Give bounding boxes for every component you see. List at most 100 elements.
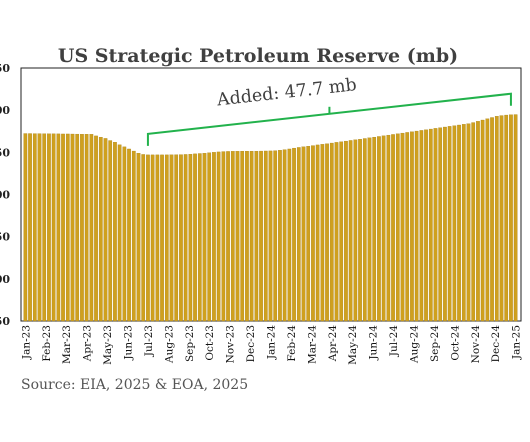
bar <box>146 154 150 322</box>
bar <box>438 127 443 322</box>
x-tick-label: Feb-23 <box>41 325 53 362</box>
bar <box>28 133 32 322</box>
y-tick-label: 50 <box>0 231 10 244</box>
bar <box>296 147 301 322</box>
bar <box>113 142 117 322</box>
bar <box>240 150 245 322</box>
bar <box>202 153 207 322</box>
bar <box>301 146 306 322</box>
bar <box>23 133 28 322</box>
source-note: Source: EIA, 2025 & EOA, 2025 <box>21 377 248 393</box>
x-axis: Jan-23 Feb-23 Mar-23 Apr-23 May-23 Jun-23 Jul-… <box>20 325 522 365</box>
bar <box>230 151 235 322</box>
bar <box>122 146 127 322</box>
bar <box>226 151 230 322</box>
bar <box>150 154 155 322</box>
bar <box>207 152 212 322</box>
bar <box>433 128 438 322</box>
bar <box>179 154 183 322</box>
bar <box>452 125 457 322</box>
x-tick-label: Nov-23 <box>225 325 237 363</box>
bar <box>325 143 329 322</box>
bar <box>410 131 414 322</box>
bar <box>160 154 164 322</box>
bar <box>278 150 282 322</box>
bar <box>155 154 160 322</box>
y-tick-label: 50 <box>0 62 10 75</box>
bar <box>174 154 179 322</box>
bar <box>311 145 315 322</box>
bar <box>98 136 103 322</box>
bar <box>136 153 141 322</box>
bar <box>461 124 466 322</box>
bar <box>372 136 377 322</box>
x-tick-label: Jul-23 <box>143 325 155 357</box>
x-tick-label: Nov-24 <box>470 325 482 364</box>
chart-title: US Strategic Petroleum Reserve (mb) <box>58 45 458 67</box>
bar <box>254 150 259 322</box>
bar <box>51 133 56 322</box>
bar <box>263 150 268 322</box>
bar <box>386 134 391 322</box>
bar <box>164 154 169 322</box>
bar <box>47 133 51 322</box>
bar <box>80 134 84 322</box>
bar <box>480 119 485 322</box>
bar <box>197 153 202 322</box>
bar <box>221 151 226 322</box>
bar <box>344 140 348 322</box>
x-tick-label: Aug-23 <box>163 325 175 364</box>
bar <box>320 144 325 322</box>
bar <box>391 134 395 322</box>
bar <box>212 152 216 322</box>
bar <box>499 115 504 322</box>
bar <box>358 139 362 322</box>
bar <box>509 114 513 322</box>
bar <box>273 150 278 322</box>
x-tick-label: May-23 <box>102 325 114 365</box>
bar <box>329 142 334 322</box>
bar-series <box>23 114 518 322</box>
bar <box>471 122 476 322</box>
bar <box>292 147 296 322</box>
bar <box>282 149 287 322</box>
bar <box>490 117 494 322</box>
bar <box>362 138 367 322</box>
bar <box>103 138 108 322</box>
bar <box>70 133 75 322</box>
bar <box>348 140 353 322</box>
bar <box>353 139 358 322</box>
bar <box>193 153 197 322</box>
bar <box>476 121 480 322</box>
bar <box>377 136 381 322</box>
bar <box>400 132 405 322</box>
bar <box>405 132 410 322</box>
bar <box>89 134 94 322</box>
bar <box>443 126 447 322</box>
bar <box>169 154 174 322</box>
bar <box>75 133 80 322</box>
x-tick-label: Sep-23 <box>184 325 196 362</box>
bar <box>216 151 221 322</box>
bar <box>381 135 386 322</box>
y-tick-label: 00 <box>0 104 10 117</box>
y-tick-label: 50 <box>0 146 10 159</box>
x-tick-label: Sep-24 <box>429 325 441 362</box>
x-tick-label: Jan-24 <box>266 325 278 360</box>
x-tick-label: May-24 <box>347 325 359 365</box>
x-tick-label: Mar-23 <box>61 325 73 364</box>
bar <box>32 133 37 322</box>
x-tick-label: Jun-23 <box>123 325 135 361</box>
bar <box>127 148 131 322</box>
bar <box>245 150 249 322</box>
bar <box>65 133 70 322</box>
x-tick-label: Jan-25 <box>511 325 523 360</box>
bar <box>183 154 188 322</box>
bar <box>268 150 273 322</box>
bar <box>414 130 419 322</box>
bar <box>466 123 471 322</box>
bar <box>447 126 452 322</box>
bar <box>108 140 113 322</box>
x-tick-label: Jun-24 <box>368 325 380 361</box>
